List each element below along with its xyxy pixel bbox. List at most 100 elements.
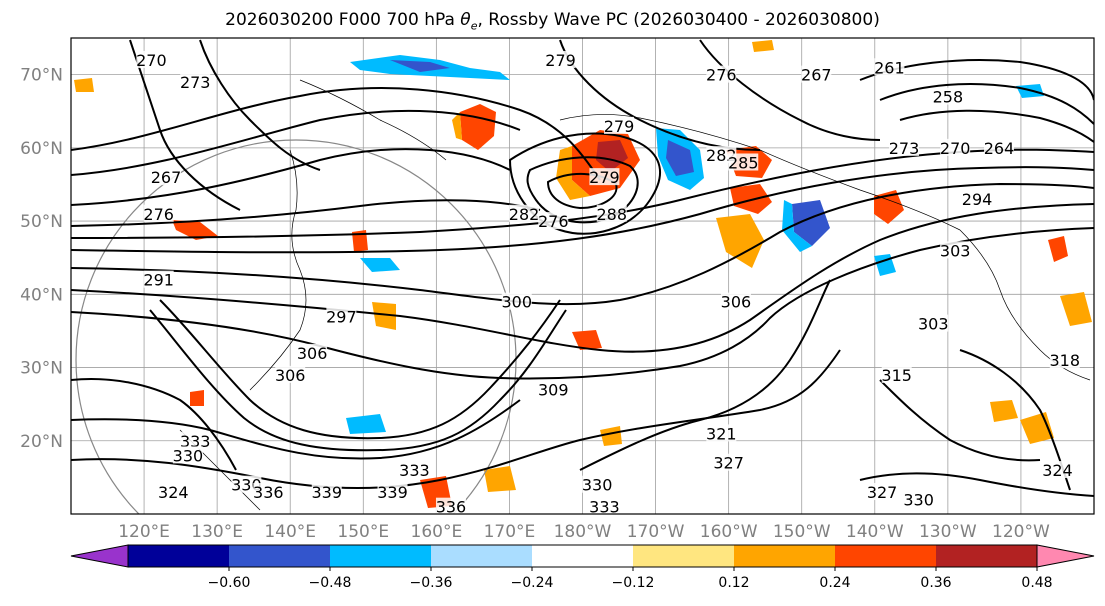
latitude-tick-label: 70°N bbox=[20, 66, 63, 86]
contour-label: 327 bbox=[713, 454, 744, 473]
contour-label-background bbox=[706, 65, 737, 83]
contour-label-background bbox=[940, 138, 971, 156]
contour-label: 330 bbox=[582, 476, 613, 495]
contour-label-background bbox=[962, 190, 993, 208]
contour-label: 276 bbox=[143, 205, 174, 224]
contour-label-background bbox=[545, 50, 576, 68]
contour-line bbox=[879, 83, 1094, 125]
contour-label: 336 bbox=[436, 498, 467, 517]
colorbar-tick-label: 0.24 bbox=[819, 575, 850, 591]
title-suffix: , Rossby Wave PC (2026030400 - 202603080… bbox=[477, 10, 880, 30]
pos-anomaly-patch bbox=[752, 40, 774, 52]
neg-anomaly-patch bbox=[360, 258, 400, 272]
contour-label: 309 bbox=[538, 381, 569, 400]
pos-anomaly-patch bbox=[990, 400, 1018, 422]
pos-anomaly-patch bbox=[372, 302, 396, 330]
neg-anomaly-patch bbox=[666, 140, 694, 176]
coastline bbox=[299, 79, 447, 161]
contour-line bbox=[71, 227, 1094, 380]
gridlines bbox=[71, 38, 1094, 514]
contour-label-background bbox=[706, 424, 737, 442]
contour-label: 270 bbox=[940, 139, 971, 158]
longitude-tick-label: 150°W bbox=[773, 522, 831, 542]
pos-anomaly-patch bbox=[172, 220, 218, 240]
colorbar-tick-label: 0.48 bbox=[1021, 575, 1052, 591]
longitude-tick-label: 120°W bbox=[992, 522, 1050, 542]
contour-label-background bbox=[918, 314, 949, 332]
contour-label-background bbox=[728, 153, 759, 171]
longitude-tick-label: 130°E bbox=[191, 522, 243, 542]
contour-label: 324 bbox=[1042, 461, 1073, 480]
contour-label-background bbox=[589, 497, 620, 514]
pos-anomaly-patch bbox=[572, 330, 602, 350]
theta-e-contours bbox=[71, 39, 1094, 497]
contour-label: 297 bbox=[326, 307, 357, 326]
colorbar-segment bbox=[532, 545, 634, 567]
contour-label-background bbox=[538, 212, 569, 230]
contour-label: 264 bbox=[984, 139, 1015, 158]
contour-line bbox=[71, 199, 541, 227]
longitude-tick-label: 170°W bbox=[627, 522, 685, 542]
latitude-tick-label: 50°N bbox=[20, 212, 63, 232]
contour-label-background bbox=[180, 72, 211, 90]
colorbar-segment bbox=[936, 545, 1038, 567]
contour-label: 339 bbox=[377, 483, 408, 502]
pos-anomaly-patch bbox=[74, 78, 94, 92]
contour-label: 279 bbox=[604, 117, 635, 136]
figure-title: 2026030200 F000 700 hPa θe, Rossby Wave … bbox=[0, 10, 1105, 32]
longitude-tick-label: 180°W bbox=[554, 522, 612, 542]
title-prefix: 2026030200 F000 700 hPa bbox=[225, 10, 461, 30]
pos-anomaly-patch bbox=[484, 466, 516, 492]
longitude-axis: 120°E 130°E 140°E 150°E 160°E 170°E 180°W 170°W… bbox=[118, 522, 1050, 542]
contour-label-background bbox=[172, 446, 203, 464]
contour-line bbox=[71, 377, 237, 471]
longitude-tick-label: 120°E bbox=[118, 522, 170, 542]
contour-label: 273 bbox=[180, 73, 211, 92]
contour-label-background bbox=[509, 204, 540, 222]
map-frame bbox=[70, 37, 1095, 515]
contour-label-background bbox=[713, 453, 744, 471]
contour-label: 330 bbox=[173, 446, 204, 465]
map-content: 270 273 267 276 291 297 306 306 300 309 279 279 279 2… bbox=[71, 38, 1094, 517]
contour-line bbox=[159, 299, 561, 440]
pos-anomaly-patch bbox=[1048, 236, 1068, 262]
contour-label: 324 bbox=[158, 483, 189, 502]
contour-label: 339 bbox=[311, 483, 342, 502]
contour-label-background bbox=[596, 204, 627, 222]
contour-label-background bbox=[984, 138, 1015, 156]
contour-label-background bbox=[158, 483, 189, 501]
contour-label-background bbox=[143, 270, 174, 288]
contour-label-background bbox=[136, 50, 167, 68]
contour-label: 279 bbox=[545, 51, 576, 70]
theta-symbol: θ bbox=[460, 10, 471, 30]
contour-label: 300 bbox=[501, 293, 532, 312]
contour-label-background bbox=[435, 497, 466, 514]
contour-label-background bbox=[874, 58, 905, 76]
contour-label: 279 bbox=[589, 168, 620, 187]
contour-label-background bbox=[932, 87, 963, 105]
contour-label: 267 bbox=[151, 168, 182, 187]
neg-anomaly-patch bbox=[782, 200, 812, 252]
contour-line bbox=[71, 166, 1094, 254]
contour-label-background bbox=[399, 461, 430, 479]
contour-label: 261 bbox=[874, 58, 905, 77]
theta-subscript: e bbox=[470, 19, 478, 33]
latitude-tick-label: 20°N bbox=[20, 432, 63, 452]
contour-label-background bbox=[180, 431, 211, 449]
colorbar-tick-label: 0.12 bbox=[718, 575, 749, 591]
colorbar-segment bbox=[431, 545, 533, 567]
colorbar: −0.60 −0.48 −0.36 −0.24 −0.12 0.12 0.24 0.36 0.4… bbox=[70, 544, 1095, 591]
colorbar-segment bbox=[128, 545, 230, 567]
contour-label-background bbox=[940, 241, 971, 259]
contour-label-background bbox=[311, 483, 342, 501]
latitude-axis: 70°N 60°N 50°N 40°N 30°N 20°N bbox=[20, 66, 63, 452]
contour-label: 303 bbox=[940, 241, 971, 260]
contour-label: 315 bbox=[881, 366, 912, 385]
pos-anomaly-patch bbox=[452, 112, 462, 140]
contour-line bbox=[129, 39, 241, 211]
contour-label: 333 bbox=[399, 461, 430, 480]
contour-line bbox=[879, 379, 1041, 462]
colorbar-tick-label: 0.36 bbox=[920, 575, 951, 591]
